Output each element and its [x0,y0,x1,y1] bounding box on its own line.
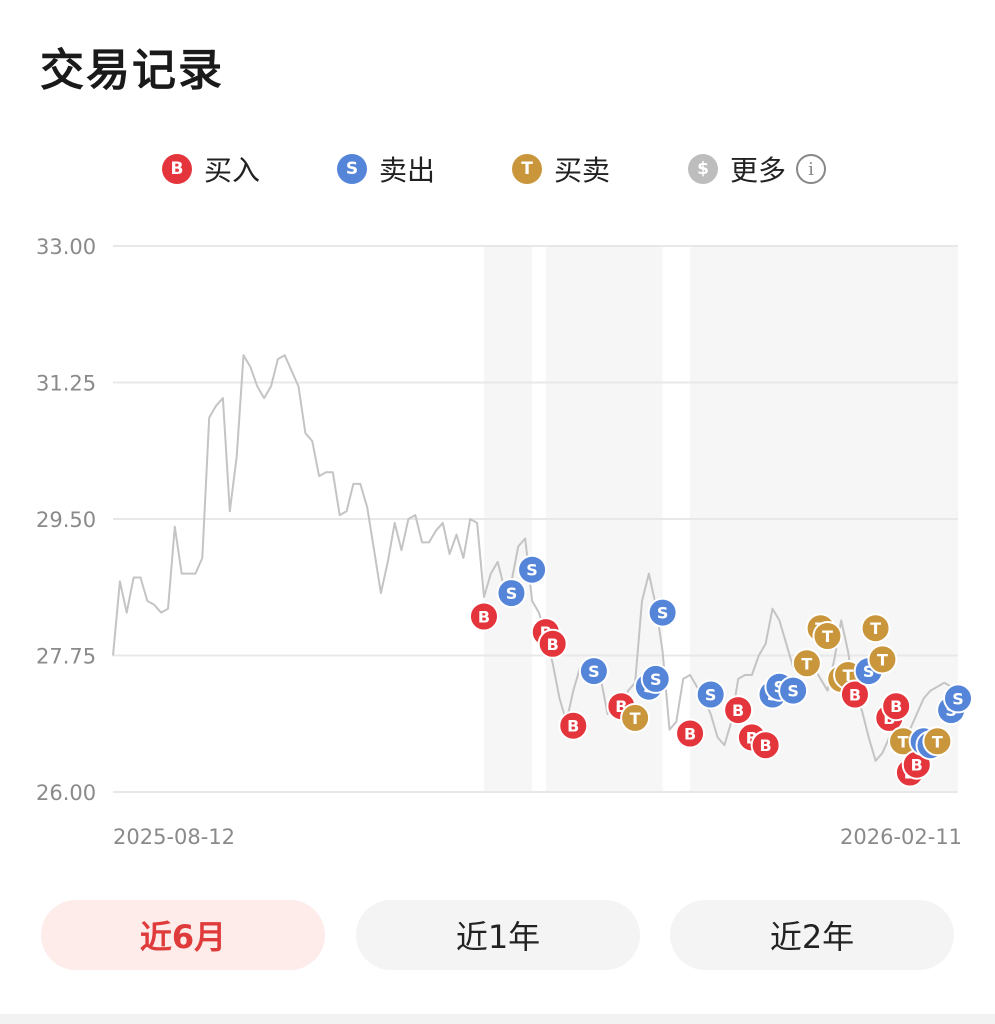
buy-icon: B [162,154,192,184]
marker-circle [839,679,870,710]
trade-marker-b[interactable]: B [881,691,912,722]
trade-marker-t[interactable]: T [791,648,822,679]
marker-label: B [911,756,923,775]
marker-circle [675,718,706,749]
y-tick-label: 33.00 [36,235,96,259]
trade-marker-s[interactable]: S [695,679,726,710]
legend-item-sell[interactable]: S 卖出 [337,144,435,194]
marker-label: S [657,604,669,623]
marker-circle [723,695,754,726]
marker-label: B [849,686,861,705]
y-tick-label: 27.75 [36,645,96,669]
trade-marker-s[interactable]: S [640,663,671,694]
trade-marker-t[interactable]: T [867,644,898,675]
trade-marker-t[interactable]: T [620,702,651,733]
marker-label: S [863,662,875,681]
marker-circle [812,621,843,651]
trade-marker-t[interactable]: T [860,613,891,644]
marker-label: S [787,682,799,701]
y-tick-label: 26.00 [36,781,96,805]
legend-item-more[interactable]: $ 更多 i [688,144,827,194]
marker-label: S [705,686,717,705]
trade-marker-s[interactable]: S [578,656,609,687]
marker-label: B [760,736,772,755]
trade-marker-b[interactable]: B [723,695,754,726]
marker-label: T [843,666,854,685]
legend-label-buy: 买入 [204,154,261,187]
trade-marker-t[interactable]: T [922,726,953,757]
marker-label: S [952,689,964,708]
sell-icon: S [337,154,367,184]
bottom-divider [0,1014,995,1024]
marker-label: S [506,584,518,603]
dollar-icon: $ [688,154,718,184]
marker-circle [496,578,527,609]
trade-marker-s[interactable]: S [496,578,527,609]
marker-label: T [822,627,833,646]
marker-circle [943,683,973,714]
marker-circle [860,613,891,644]
marker-circle [620,702,651,733]
x-end-label: 2026-02-11 [840,825,963,849]
marker-label: S [526,561,538,580]
marker-circle [695,679,726,710]
chart-legend: B 买入 S 卖出 T 买卖 $ 更多 i [0,144,995,194]
legend-label-more: 更多 [730,154,787,187]
trade-marker-s[interactable]: S [647,597,678,628]
marker-label: T [898,732,909,751]
y-tick-label: 31.25 [36,372,96,396]
marker-circle [578,656,609,687]
marker-label: S [650,670,662,689]
marker-circle [922,726,953,757]
marker-label: B [684,725,696,744]
marker-label: T [932,732,943,751]
range-2y-button[interactable]: 近2年 [670,900,954,970]
legend-item-buy[interactable]: B 买入 [162,144,260,194]
range-1y-button[interactable]: 近1年 [356,900,640,970]
trade-marker-s[interactable]: S [778,675,809,706]
trade-marker-b[interactable]: B [750,730,781,761]
legend-item-trade[interactable]: T 买卖 [512,144,610,194]
marker-circle [640,663,671,694]
marker-circle [468,601,499,632]
page-title: 交易记录 [40,45,224,96]
marker-circle [537,628,568,659]
trade-marker-b[interactable]: B [675,718,706,749]
trade-marker-s[interactable]: S [517,554,548,585]
marker-label: B [567,717,579,736]
marker-label: B [478,608,490,627]
marker-circle [558,710,589,741]
range-6m-button[interactable]: 近6月 [41,900,325,970]
y-tick-label: 29.50 [36,508,96,532]
price-chart: 33.0031.2529.5027.7526.00BSSBBBSBTSSSBSB… [36,235,973,805]
marker-label: T [877,650,888,669]
marker-label: B [890,697,902,716]
marker-circle [647,597,678,628]
trade-marker-b[interactable]: B [558,710,589,741]
marker-circle [750,730,781,761]
trade-marker-t[interactable]: T [812,621,843,651]
marker-label: S [588,662,600,681]
marker-label: T [870,619,881,638]
legend-label-trade: 买卖 [554,154,611,187]
info-icon[interactable]: i [796,154,827,184]
trade-marker-t[interactable]: T [888,726,919,757]
trade-marker-s[interactable]: S [943,683,973,714]
marker-label: T [801,654,812,673]
marker-circle [867,644,898,675]
trade-icon: T [512,154,542,184]
trade-marker-b[interactable]: B [468,601,499,632]
marker-label: B [732,701,744,720]
marker-circle [791,648,822,679]
x-start-label: 2025-08-12 [113,825,236,849]
marker-circle [778,675,809,706]
marker-label: B [547,635,559,654]
legend-label-sell: 卖出 [379,154,436,187]
trade-marker-b[interactable]: B [537,628,568,659]
marker-label: T [630,709,641,728]
trade-marker-b[interactable]: B [839,679,870,710]
marker-circle [517,554,548,585]
marker-circle [881,691,912,722]
